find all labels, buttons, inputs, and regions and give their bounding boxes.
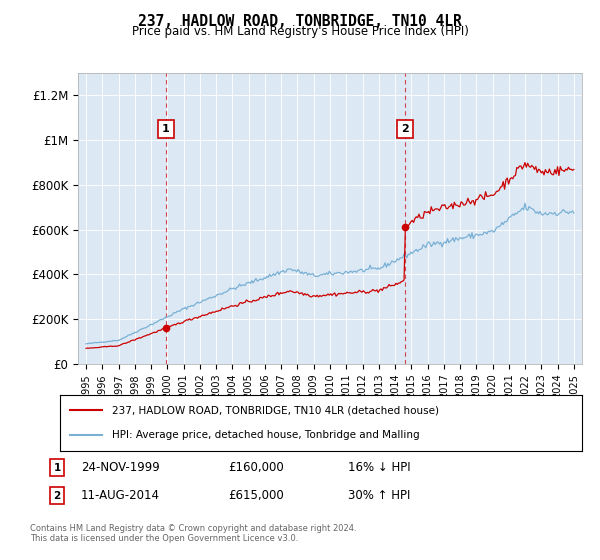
Text: Contains HM Land Registry data © Crown copyright and database right 2024.
This d: Contains HM Land Registry data © Crown c… [30, 524, 356, 543]
Text: 237, HADLOW ROAD, TONBRIDGE, TN10 4LR (detached house): 237, HADLOW ROAD, TONBRIDGE, TN10 4LR (d… [112, 405, 439, 416]
Text: 237, HADLOW ROAD, TONBRIDGE, TN10 4LR: 237, HADLOW ROAD, TONBRIDGE, TN10 4LR [138, 14, 462, 29]
Point [161, 324, 170, 333]
Text: 11-AUG-2014: 11-AUG-2014 [81, 489, 160, 502]
Text: 1: 1 [53, 463, 61, 473]
Text: £160,000: £160,000 [228, 461, 284, 474]
Text: £615,000: £615,000 [228, 489, 284, 502]
Text: 24-NOV-1999: 24-NOV-1999 [81, 461, 160, 474]
Text: Price paid vs. HM Land Registry's House Price Index (HPI): Price paid vs. HM Land Registry's House … [131, 25, 469, 38]
Text: 16% ↓ HPI: 16% ↓ HPI [348, 461, 410, 474]
Text: 30% ↑ HPI: 30% ↑ HPI [348, 489, 410, 502]
Text: 2: 2 [53, 491, 61, 501]
Point [400, 222, 410, 231]
Text: 2: 2 [401, 124, 409, 134]
Text: HPI: Average price, detached house, Tonbridge and Malling: HPI: Average price, detached house, Tonb… [112, 430, 420, 440]
Text: 1: 1 [162, 124, 170, 134]
